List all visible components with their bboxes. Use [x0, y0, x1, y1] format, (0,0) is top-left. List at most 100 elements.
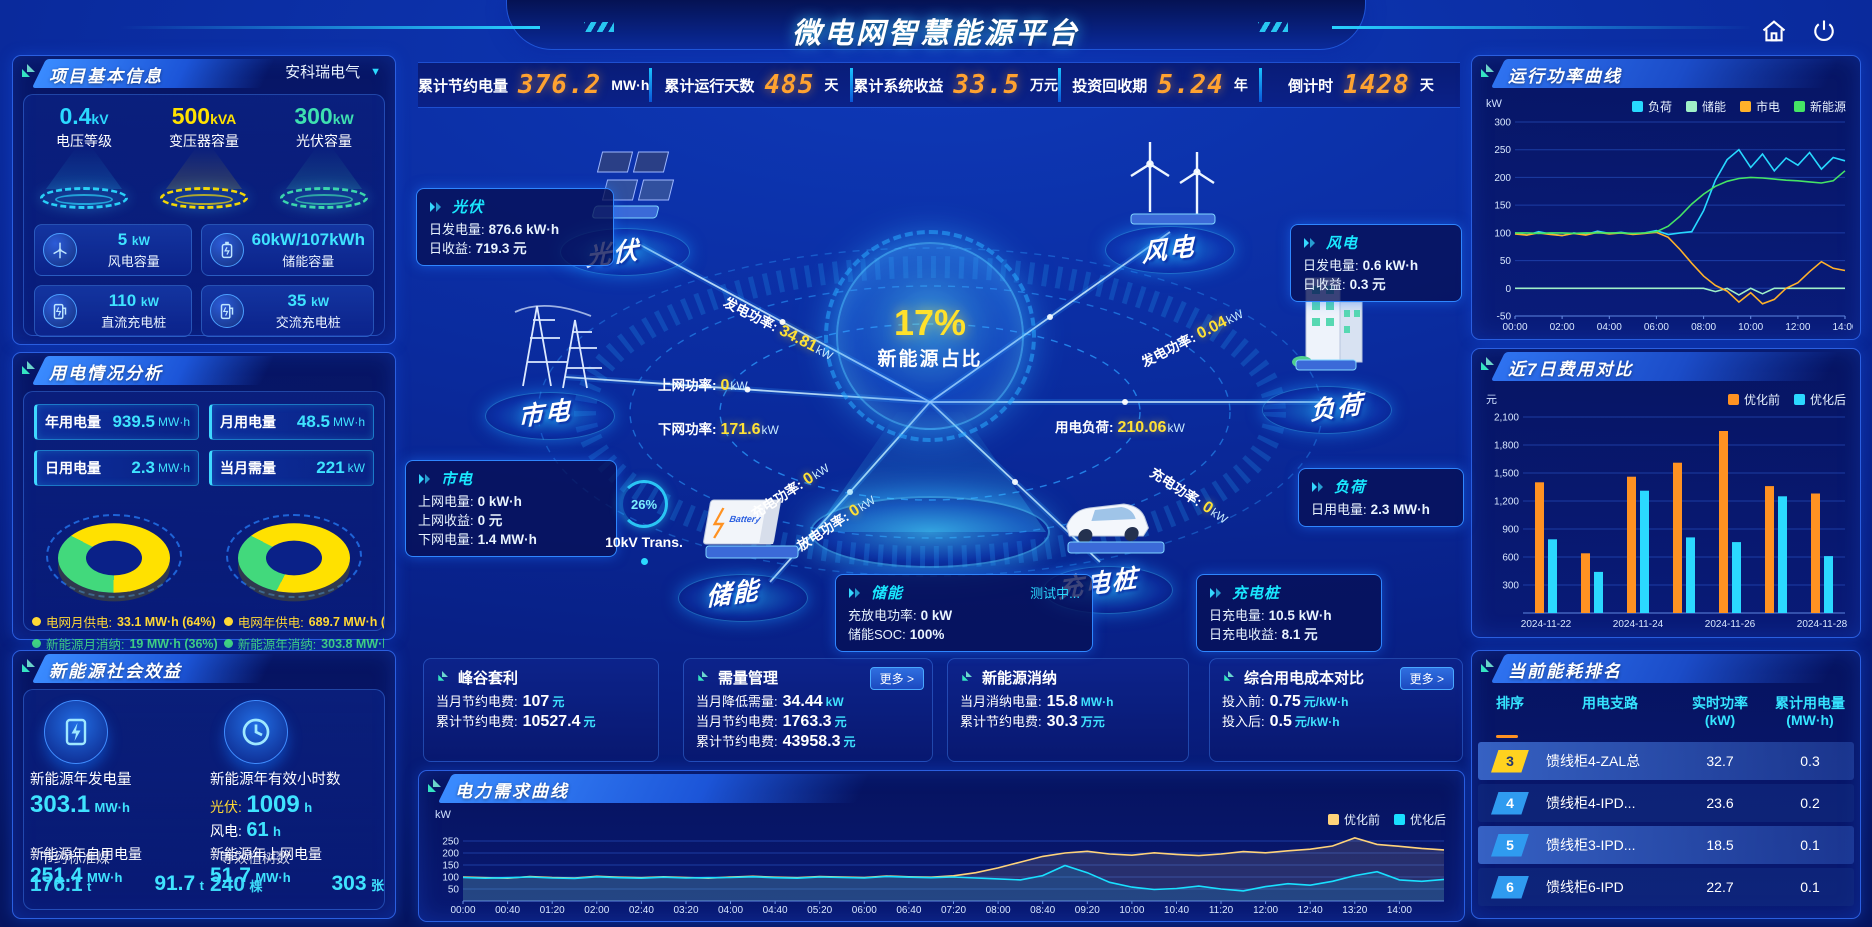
company-selector[interactable]: 安科瑞电气 ▼: [285, 61, 381, 82]
cost-legend-优化后[interactable]: 优化后: [1793, 391, 1846, 408]
node-grid-label: 市电: [518, 396, 572, 432]
run-power-header: 运行功率曲线: [1472, 56, 1860, 90]
y-axis-unit: 元: [1486, 394, 1497, 406]
usage-label: 日用电量: [45, 460, 101, 476]
power-towers-icon: [514, 304, 602, 389]
accum-energy: 0.3: [1800, 753, 1820, 769]
power-button[interactable]: [1806, 16, 1842, 48]
demand-legend-优化后[interactable]: 优化后: [1393, 811, 1446, 828]
transformer-gauge: 26% 10kV Trans.: [596, 480, 692, 565]
card-corner-icon: [1222, 668, 1237, 688]
benefit-unit: 元: [583, 715, 596, 729]
legend-dot: [32, 617, 41, 626]
svg-text:02:00: 02:00: [584, 905, 609, 916]
svg-text:12:40: 12:40: [1298, 905, 1323, 916]
usage-value: 48.5: [296, 412, 330, 431]
ranking-header: 当前能耗排名: [1472, 651, 1860, 685]
benefit-row-1: 投入后: 0.5 元/kW·h: [1222, 712, 1450, 732]
svg-text:50: 50: [1500, 256, 1512, 267]
annual-generation-value: 303.1: [30, 791, 91, 818]
row-key: 日收益:: [1303, 277, 1346, 292]
panel-demand-chart: 电力需求曲线 kW 优化前 优化后 250 200 150 100 50 00:00 00:4…: [418, 770, 1465, 922]
table-row-rank-5[interactable]: 5 馈线柜3-IPD... 18.5 0.1: [1478, 826, 1854, 864]
usage-stat-1: 月用电量 48.5 MW·h: [209, 404, 374, 440]
social-body: 新能源年发电量 303.1 MW·h 新能源年有效小时数 光伏: 1009 h …: [23, 689, 385, 910]
panel-corner-icon: [425, 775, 445, 795]
donut-ring-deco: [226, 514, 362, 598]
benefit-card-title: 新能源消纳: [982, 670, 1058, 687]
panel-title: 当前能耗排名: [1508, 662, 1622, 681]
coal-saving-unit: t: [87, 879, 92, 894]
svg-text:10:00: 10:00: [1738, 322, 1763, 333]
to-grid-value: 51.7: [210, 864, 251, 887]
pv-info-box: 光伏 日发电量: 876.6 kW·h 日收益: 719.3 元: [416, 188, 614, 266]
grid-info-box: 市电 上网电量: 0 kW·h 上网收益: 0 元 下网电量: 1.4 MW·h: [405, 460, 617, 557]
benefit-row-0: 当月节约电费: 107 元: [436, 692, 646, 712]
wind-turbine-icon: [43, 233, 77, 267]
capacity-value: 5 kW: [117, 230, 150, 249]
accum-energy: 0.1: [1800, 879, 1820, 895]
run-legend-负荷[interactable]: 负荷: [1631, 98, 1672, 115]
cost-legend-优化前[interactable]: 优化前: [1727, 391, 1780, 408]
panel-title: 新能源社会效益: [49, 662, 182, 681]
effective-hours-item: 新能源年有效小时数 光伏: 1009 h 风电: 61 h: [210, 700, 378, 842]
benefit-card-title: 峰谷套利: [458, 670, 519, 687]
svg-text:200: 200: [442, 849, 459, 860]
row-value: 0.3 元: [1349, 277, 1386, 292]
cost-bar-chart: 2,100 1,800 1,500 1,200 900 600 300 2024-11-22 2…: [1494, 413, 1848, 631]
power-icon: [1814, 20, 1834, 41]
more-button[interactable]: 更多 >: [869, 667, 924, 690]
panel-project-info-header: 项目基本信息 安科瑞电气 ▼: [13, 56, 395, 90]
legend-key: 电网年供电:: [237, 616, 304, 630]
y-axis-unit: kW: [435, 809, 451, 821]
svg-text:50: 50: [448, 885, 460, 896]
node-platform: [1262, 386, 1392, 434]
benefit-card-1: 需量管理 更多 > 当月降低需量: 34.44 kW 当月节约电费: 1763.3 元累计节约…: [683, 658, 933, 762]
benefit-row-0: 当月降低需量: 34.44 kW: [696, 692, 920, 712]
run-legend-储能[interactable]: 储能: [1685, 98, 1726, 115]
self-use-label: 新能源年自用电量: [30, 846, 142, 862]
spotlight-cone-deco: [46, 147, 122, 189]
table-row-rank-3[interactable]: 3 馈线柜4-ZAL总 32.7 0.3: [1478, 742, 1854, 780]
panel-corner-icon: [19, 655, 39, 675]
row-key: 充放电功率:: [848, 608, 917, 623]
kpi-value: 485: [764, 70, 815, 100]
storage-info-box: 储能 测试中... 充放电功率: 0 kW 储能SOC: 100%: [835, 574, 1093, 652]
row-value: 0 kW: [920, 608, 953, 623]
svg-text:900: 900: [1502, 525, 1519, 536]
to-grid-labels: 新能源年上网电量 等效植树数: [210, 844, 378, 866]
svg-text:00:40: 00:40: [495, 905, 520, 916]
year-donut: [219, 500, 369, 604]
table-row-rank-6[interactable]: 6 馈线柜6-IPD 22.7 0.1: [1478, 868, 1854, 906]
panel-social-header: 新能源社会效益: [13, 651, 395, 685]
ev-car-icon: [1066, 503, 1165, 554]
flow-from-grid-power: 下网功率: 171.6kW: [658, 418, 779, 439]
table-row-rank-4[interactable]: 4 馈线柜4-IPD... 23.6 0.2: [1478, 784, 1854, 822]
row-value: 8.1 元: [1281, 627, 1318, 642]
capacity-value: 110 kW: [108, 291, 159, 310]
node-storage-label: 储能: [706, 576, 760, 612]
row-value: 2.3 MW·h: [1370, 502, 1430, 517]
generation-icon: [44, 700, 108, 764]
benefit-key: 投入后:: [1222, 714, 1265, 729]
run-legend-新能源[interactable]: 新能源: [1793, 98, 1846, 115]
benefit-row-1: 累计节约电费: 10527.4 元: [436, 712, 646, 732]
benefit-unit: kW: [825, 695, 844, 709]
clock-icon: [224, 700, 288, 764]
co2-unit: t: [199, 878, 204, 893]
home-button[interactable]: [1756, 16, 1792, 48]
run-legend-市电[interactable]: 市电: [1739, 98, 1780, 115]
capacity-item-3: 35 kW 交流充电桩: [200, 285, 374, 337]
row-key: 日收益:: [429, 241, 472, 256]
benefit-row-1: 累计节约电费: 30.3 万元: [960, 712, 1176, 732]
legend-swatch: [1685, 101, 1697, 112]
more-button[interactable]: 更多 >: [1399, 667, 1454, 690]
svg-text:2024-11-28: 2024-11-28: [1797, 619, 1848, 630]
svg-text:12:00: 12:00: [1785, 322, 1810, 333]
legend-dot: [223, 617, 233, 626]
wind-info-box: 风电 日发电量: 0.6 kW·h 日收益: 0.3 元: [1290, 224, 1462, 302]
svg-text:12:00: 12:00: [1253, 905, 1278, 916]
demand-legend-优化前[interactable]: 优化前: [1327, 811, 1380, 828]
run-power-legend: 负荷 储能 市电 新能源: [1631, 98, 1846, 115]
